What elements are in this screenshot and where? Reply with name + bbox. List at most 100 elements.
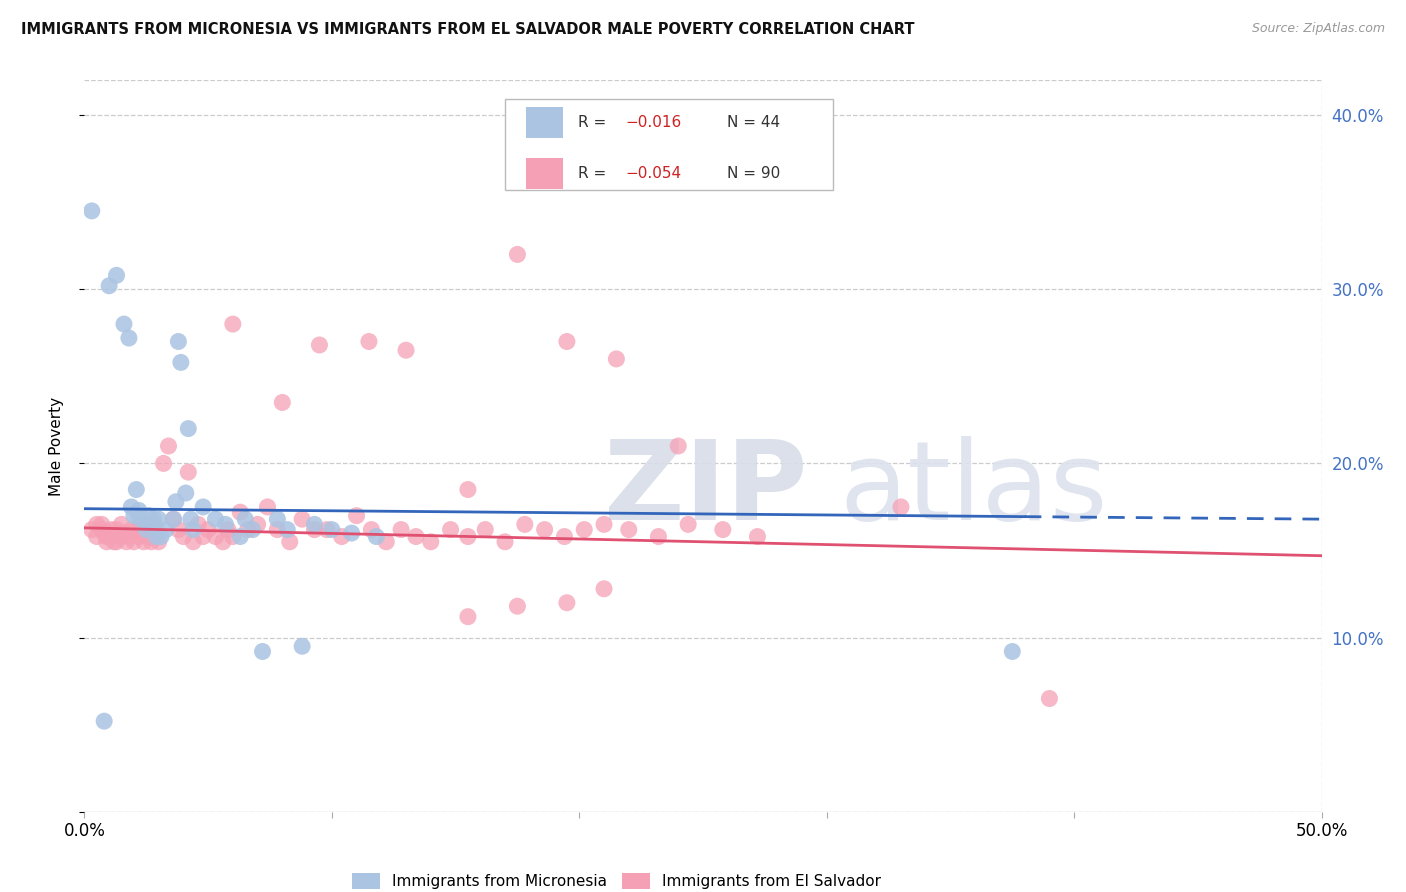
Y-axis label: Male Poverty: Male Poverty — [49, 396, 63, 496]
Point — [148, 512, 170, 526]
Point — [129, 512, 152, 526]
Point — [204, 530, 226, 544]
Point — [128, 503, 150, 517]
Point — [135, 523, 157, 537]
Text: R =: R = — [578, 166, 612, 181]
Point — [304, 523, 326, 537]
Point — [555, 596, 578, 610]
Text: −0.016: −0.016 — [626, 115, 682, 130]
Point — [360, 523, 382, 537]
Point — [138, 517, 160, 532]
Point — [647, 530, 669, 544]
Point — [533, 523, 555, 537]
Point — [357, 334, 380, 349]
Point — [141, 534, 163, 549]
Point — [593, 582, 616, 596]
Bar — [526, 107, 564, 138]
Point — [172, 530, 194, 544]
Point — [191, 500, 214, 514]
Point — [128, 508, 150, 523]
Text: N = 44: N = 44 — [727, 115, 780, 130]
Point — [98, 278, 121, 293]
Bar — [526, 158, 564, 188]
Point — [80, 203, 103, 218]
Point — [1038, 691, 1060, 706]
Point — [167, 334, 190, 349]
Point — [174, 486, 197, 500]
Point — [666, 439, 689, 453]
Point — [405, 530, 427, 544]
Point — [105, 268, 128, 283]
Point — [291, 640, 314, 654]
Point — [187, 517, 209, 532]
Point — [366, 530, 388, 544]
Point — [389, 523, 412, 537]
Point — [711, 523, 734, 537]
Point — [118, 530, 141, 544]
Legend: Immigrants from Micronesia, Immigrants from El Salvador: Immigrants from Micronesia, Immigrants f… — [346, 867, 887, 892]
FancyBboxPatch shape — [505, 99, 832, 190]
Point — [229, 530, 252, 544]
Point — [135, 523, 157, 537]
Point — [266, 512, 288, 526]
Point — [276, 523, 298, 537]
Point — [506, 599, 529, 614]
Point — [197, 523, 219, 537]
Point — [747, 530, 769, 544]
Text: IMMIGRANTS FROM MICRONESIA VS IMMIGRANTS FROM EL SALVADOR MALE POVERTY CORRELATI: IMMIGRANTS FROM MICRONESIA VS IMMIGRANTS… — [21, 22, 914, 37]
Point — [242, 523, 264, 537]
Point — [108, 530, 131, 544]
Point — [93, 526, 115, 541]
Point — [129, 517, 152, 532]
Point — [115, 534, 138, 549]
Point — [457, 483, 479, 497]
Point — [266, 523, 288, 537]
Text: R =: R = — [578, 115, 612, 130]
Point — [138, 530, 160, 544]
Point — [162, 512, 184, 526]
Point — [165, 494, 187, 508]
Point — [246, 517, 269, 532]
Point — [112, 317, 135, 331]
Point — [177, 465, 200, 479]
Point — [138, 508, 160, 523]
Point — [419, 534, 441, 549]
Point — [148, 534, 170, 549]
Point — [141, 517, 163, 532]
Point — [233, 512, 256, 526]
Point — [457, 530, 479, 544]
Point — [98, 530, 121, 544]
Point — [271, 395, 294, 409]
Point — [291, 512, 314, 526]
Point — [145, 530, 167, 544]
Point — [506, 247, 529, 261]
Point — [330, 530, 353, 544]
Point — [90, 517, 112, 532]
Point — [96, 534, 118, 549]
Point — [145, 523, 167, 537]
Point — [122, 534, 145, 549]
Point — [308, 338, 330, 352]
Point — [125, 523, 148, 537]
Point — [217, 523, 239, 537]
Point — [555, 334, 578, 349]
Point — [222, 530, 245, 544]
Point — [676, 517, 699, 532]
Point — [125, 483, 148, 497]
Point — [120, 523, 142, 537]
Point — [513, 517, 536, 532]
Point — [212, 534, 235, 549]
Point — [340, 526, 363, 541]
Point — [346, 508, 368, 523]
Point — [222, 317, 245, 331]
Point — [132, 534, 155, 549]
Point — [105, 534, 128, 549]
Point — [395, 343, 418, 358]
Point — [191, 530, 214, 544]
Point — [214, 517, 236, 532]
Point — [110, 517, 132, 532]
Point — [122, 508, 145, 523]
Point — [439, 523, 461, 537]
Text: Source: ZipAtlas.com: Source: ZipAtlas.com — [1251, 22, 1385, 36]
Point — [155, 523, 177, 537]
